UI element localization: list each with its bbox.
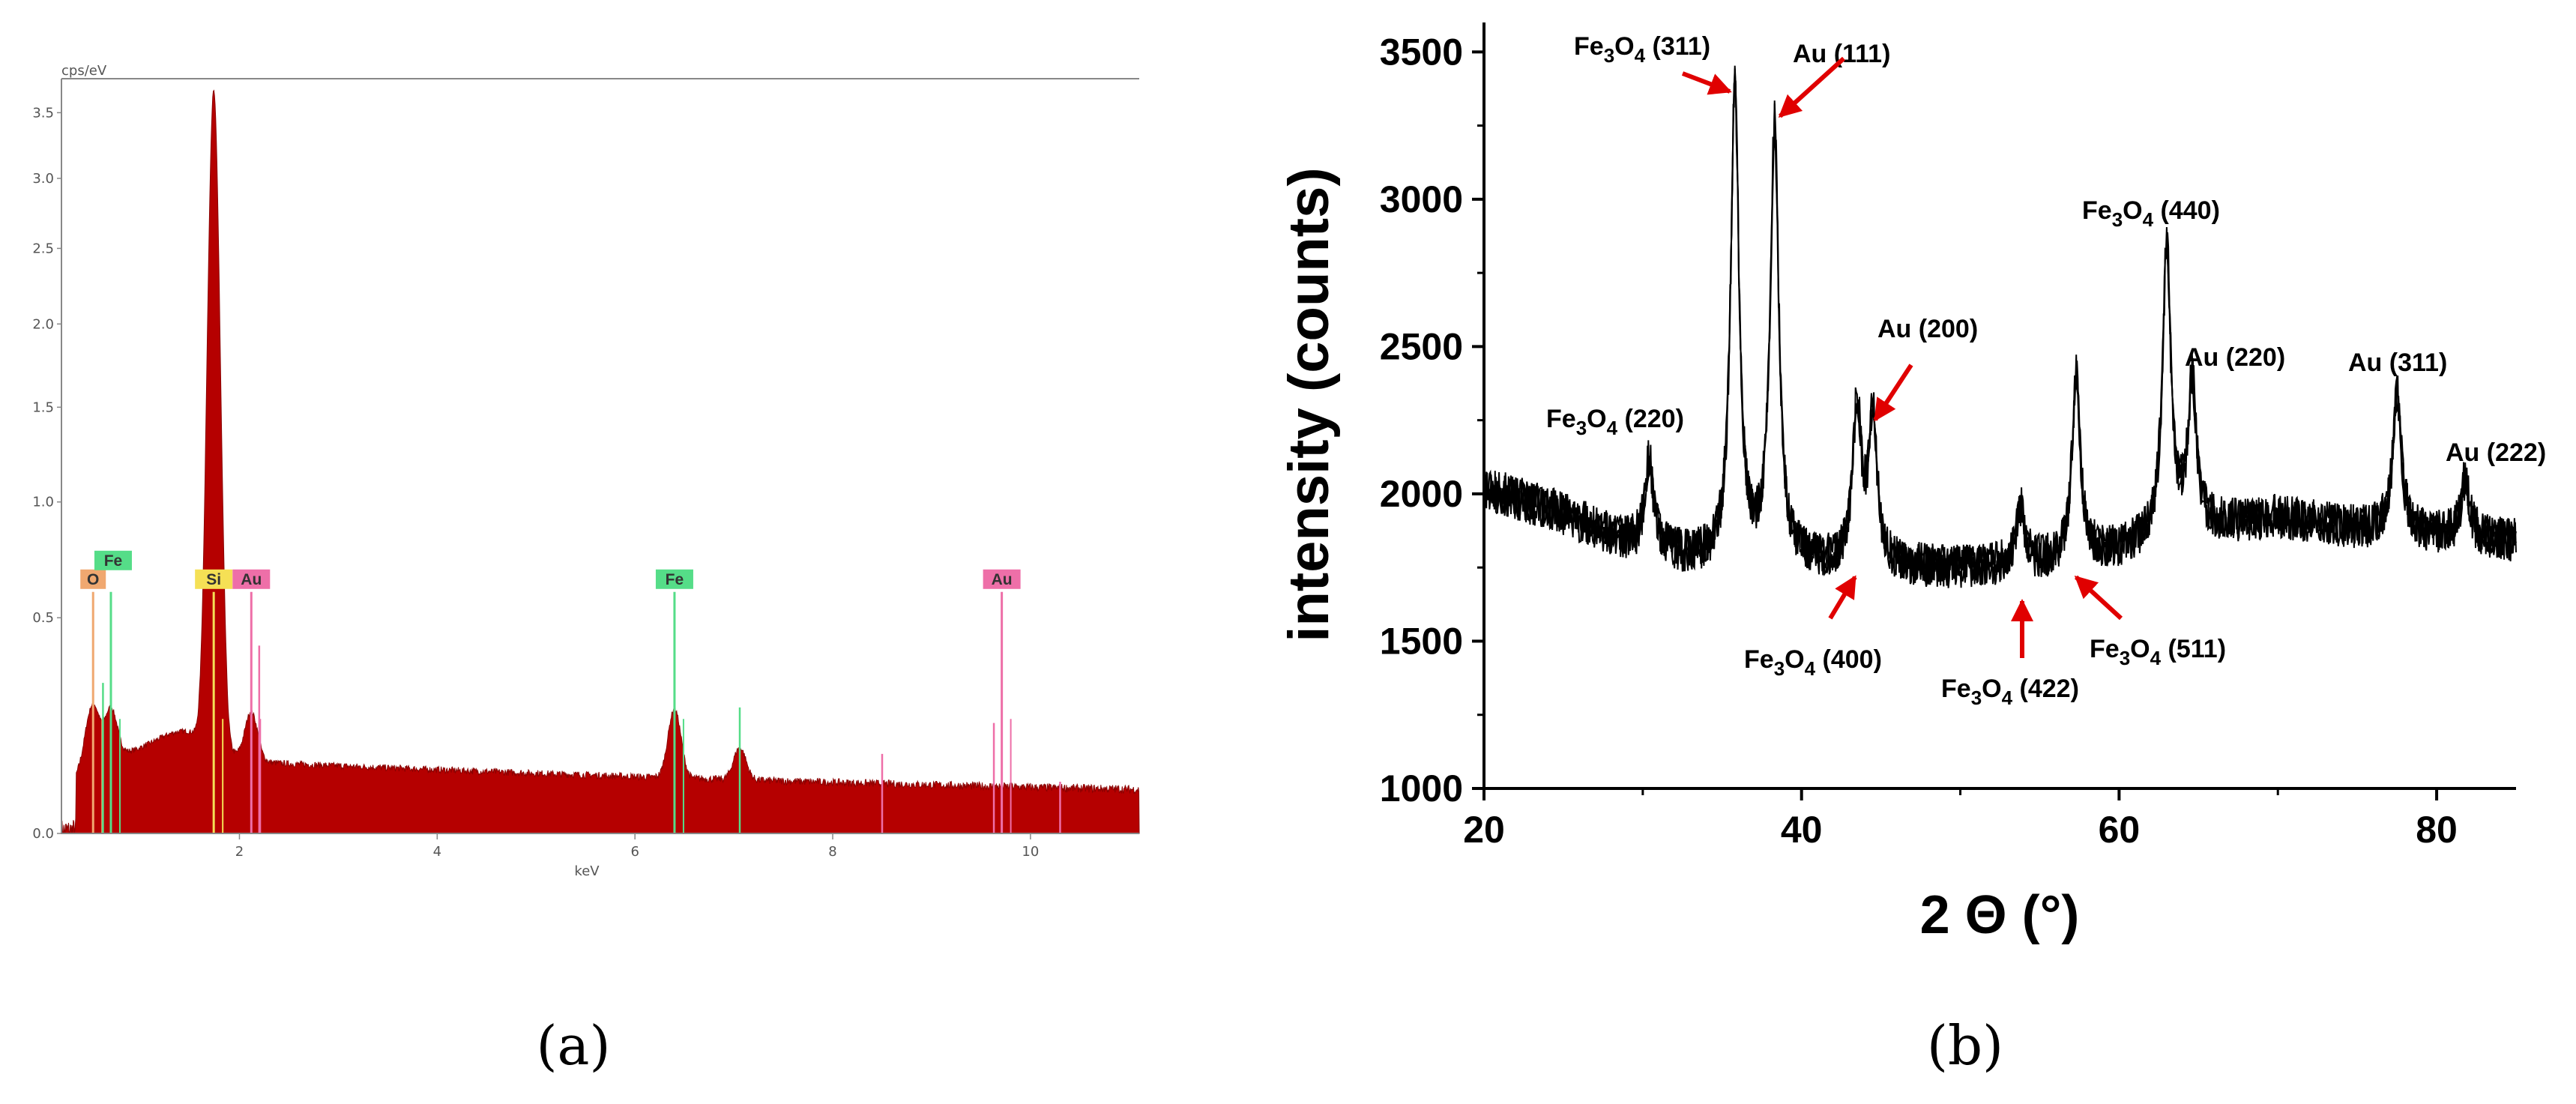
panel-label-b: (b)	[1927, 1014, 2003, 1077]
eds-spectrum-area	[61, 89, 1140, 834]
eds-marker-badge-si	[195, 569, 233, 589]
xrd-x-tick-label: 20	[1463, 809, 1505, 851]
ann-au-311: Au (311)	[2348, 349, 2447, 377]
eds-marker-badge-o	[80, 569, 106, 589]
panel-label-a: (a)	[536, 1014, 610, 1077]
arrow-fe3o4-511	[2074, 575, 2123, 621]
arrow-fe3o4-311	[1681, 71, 1732, 95]
arrow-fe3o4-400	[1828, 575, 1857, 620]
xrd-arrows	[1681, 56, 2123, 658]
xrd-y-tick-label: 3500	[1380, 31, 1463, 73]
xrd-y-axis-label: intensity (counts)	[1277, 167, 1341, 642]
xrd-x-ticks: 20 40 60 80	[1463, 788, 2458, 851]
xrd-y-ticks: 1000 1500 2000 2500 3000 3500	[1380, 31, 1484, 809]
xrd-y-tick-label: 3000	[1380, 178, 1463, 220]
eds-x-tick-label: 10	[1022, 844, 1039, 860]
eds-x-ticks: 2 4 6 8 10	[235, 833, 1039, 860]
arrow-au-200	[1873, 364, 1913, 422]
eds-y-tick-label: 3.5	[32, 105, 54, 121]
ann-au-222: Au (222)	[2446, 438, 2546, 467]
xrd-y-tick-label: 1500	[1380, 620, 1463, 662]
eds-marker-badge-label: Fe	[104, 552, 123, 570]
eds-y-axis-label: cps/eV	[61, 63, 107, 79]
eds-y-tick-label: 2.0	[32, 316, 54, 332]
eds-x-tick-label: 4	[433, 844, 441, 860]
ann-fe3o4-440: Fe3O4 (440)	[2082, 196, 2220, 231]
eds-y-tick-label: 2.5	[32, 241, 54, 256]
arrow-au-111	[1778, 56, 1846, 118]
eds-marker-badge-label: Au	[992, 571, 1013, 588]
ann-fe3o4-311: Fe3O4 (311)	[1574, 32, 1710, 67]
xrd-y-tick-label: 2000	[1380, 473, 1463, 515]
ann-fe3o4-220: Fe3O4 (220)	[1546, 405, 1684, 439]
eds-marker-badge-au	[232, 569, 271, 589]
xrd-x-tick-label: 40	[1781, 809, 1823, 851]
eds-marker-badge-label: Si	[206, 571, 221, 588]
eds-y-tick-label: 1.5	[32, 399, 54, 415]
xrd-pattern-line-repeat-2	[1483, 68, 2517, 588]
eds-marker-badge-label: Fe	[666, 571, 684, 588]
ann-au-111: Au (111)	[1793, 40, 1890, 68]
xrd-annotations: Fe3O4 (311) Au (111) Au (200) Fe3O4 (440…	[1546, 32, 2546, 709]
eds-marker-badge-fe	[655, 569, 693, 589]
eds-element-markers: O Fe Si Au Fe Au	[80, 550, 1061, 833]
eds-y-tick-label: 0.5	[32, 610, 54, 626]
eds-marker-badge-fe	[94, 550, 132, 570]
ann-fe3o4-400: Fe3O4 (400)	[1744, 645, 1882, 680]
eds-x-tick-label: 8	[828, 844, 836, 860]
eds-y-tick-label: 3.0	[32, 171, 54, 187]
eds-marker-badge-au	[983, 569, 1021, 589]
xrd-x-tick-label: 80	[2416, 809, 2458, 851]
eds-marker-badge-label: O	[87, 571, 99, 588]
xrd-y-tick-label: 2500	[1380, 325, 1463, 367]
eds-y-ticks: 0.0 0.5 1.0 1.5 2.0 2.5 3.0 3.5	[32, 105, 61, 842]
xrd-panel: 1000 1500 2000 2500 3000 3500 20 40 60 80 intens…	[1277, 22, 2546, 1077]
xrd-x-axis-label: 2 Θ (°)	[1920, 885, 2080, 945]
eds-y-tick-label: 1.0	[32, 495, 54, 510]
xrd-x-tick-label: 60	[2099, 809, 2141, 851]
ann-au-220: Au (220)	[2185, 343, 2285, 372]
eds-x-axis-label: keV	[574, 863, 600, 879]
ann-au-200: Au (200)	[1877, 315, 1978, 343]
eds-x-tick-label: 2	[235, 844, 244, 860]
eds-x-tick-label: 6	[630, 844, 639, 860]
ann-fe3o4-422: Fe3O4 (422)	[1941, 675, 2079, 709]
eds-panel: cps/eV 0.0 0.5 1.0 1.5 2.0 2.5 3.0 3.5 2 4 6 8 10 O…	[32, 63, 1140, 1077]
xrd-y-tick-label: 1000	[1380, 767, 1463, 809]
eds-marker-badge-label: Au	[241, 571, 262, 588]
eds-y-tick-label: 0.0	[32, 826, 54, 842]
ann-fe3o4-511: Fe3O4 (511)	[2090, 635, 2226, 669]
